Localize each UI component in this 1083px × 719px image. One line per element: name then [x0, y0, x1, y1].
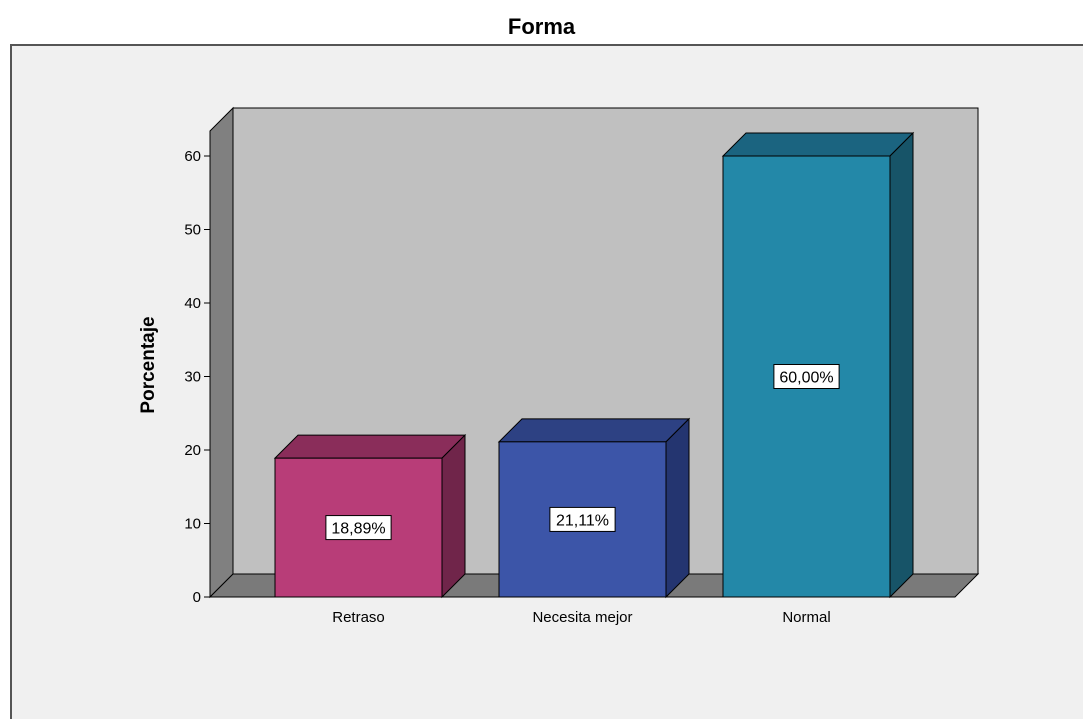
side-wall: [209, 106, 234, 599]
bar-top: [497, 418, 691, 443]
category-labels: Retraso Necesita mejor Normal: [332, 609, 830, 626]
y-tick-label: 30: [184, 369, 201, 386]
data-label: 21,11%: [556, 512, 609, 529]
bar-side: [665, 417, 690, 599]
bar-top: [721, 132, 915, 157]
bar-top: [273, 434, 467, 459]
data-label-box: [773, 364, 840, 389]
data-label: 60,00%: [779, 370, 833, 387]
x-tick-label: Retraso: [332, 609, 385, 626]
y-axis: 0 10 20 30 40 50 60: [184, 148, 211, 606]
y-tick-label: 20: [184, 442, 201, 459]
bar-side: [889, 131, 914, 599]
y-tick-label: 50: [184, 222, 201, 239]
data-label-box: [325, 515, 392, 541]
chart-title: Forma: [507, 14, 576, 39]
x-tick-label: Normal: [782, 609, 830, 626]
y-axis-label: Porcentaje: [138, 316, 159, 413]
data-label-box: [549, 506, 616, 532]
y-tick-label: 60: [184, 148, 201, 165]
bar-side: [441, 433, 466, 599]
data-label: 18,89%: [331, 521, 385, 538]
y-tick-label: 10: [184, 516, 201, 533]
y-tick-label: 0: [193, 589, 201, 606]
x-tick-label: Necesita mejor: [532, 609, 632, 626]
bars: 18,89% 21,11% 60,00%: [273, 131, 915, 599]
y-tick-label: 40: [184, 295, 201, 312]
